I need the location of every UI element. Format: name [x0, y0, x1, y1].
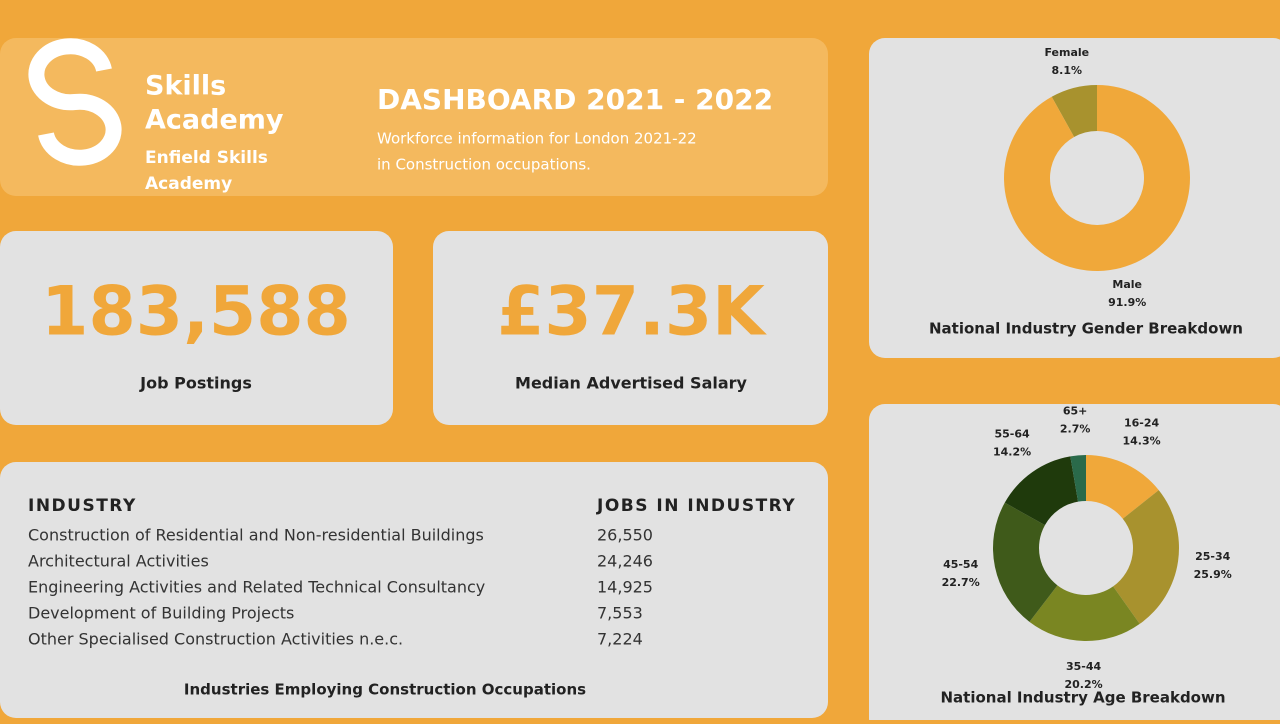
donut-slice [1070, 455, 1086, 502]
subtitle: in Construction occupations. [377, 156, 591, 174]
donut-slice [1004, 85, 1191, 271]
donut-slice [1086, 455, 1159, 519]
donut-slice [1004, 456, 1079, 526]
kpi-label: Job Postings [139, 374, 252, 393]
job-count: 14,925 [597, 578, 653, 597]
slice-label: 91.9% [1108, 296, 1146, 309]
job-count: 24,246 [597, 552, 653, 571]
table-caption: Industries Employing Construction Occupa… [184, 681, 586, 699]
industry-name: Other Specialised Construction Activitie… [28, 630, 403, 649]
job-count: 7,553 [597, 604, 643, 623]
slice-label: 8.1% [1052, 64, 1083, 77]
dashboard-title: DASHBOARD 2021 - 2022 [377, 83, 773, 116]
industry-name: Development of Building Projects [28, 604, 294, 623]
chart-card [869, 404, 1280, 724]
slice-category: Male [1112, 278, 1142, 291]
slice-category: 45-54 [943, 558, 979, 571]
chart-title: National Industry Age Breakdown [940, 689, 1225, 707]
column-header: JOBS IN INDUSTRY [596, 496, 796, 516]
header-card [0, 38, 828, 196]
slice-category: 25-34 [1195, 550, 1231, 563]
kpi-value: 183,588 [41, 273, 351, 352]
donut-slice [1113, 490, 1179, 624]
kpi-card [433, 231, 828, 425]
kpi-card [0, 231, 393, 425]
table-body: Construction of Residential and Non-resi… [28, 526, 653, 649]
brand: Skills [145, 71, 226, 102]
donut-slice [1051, 85, 1097, 137]
industry-name: Construction of Residential and Non-resi… [28, 526, 484, 545]
subtitle: Workforce information for London 2021-22 [377, 130, 697, 148]
slice-category: 35-44 [1066, 660, 1102, 673]
kpi-label: Median Advertised Salary [515, 374, 748, 393]
donut-slice [992, 502, 1058, 622]
slice-category: 55-64 [994, 428, 1030, 441]
kpi-value: £37.3K [497, 273, 767, 352]
chart-card [869, 38, 1280, 358]
table-card [0, 462, 828, 718]
brand: Academy [145, 105, 284, 136]
column-header: INDUSTRY [28, 496, 137, 516]
slice-category: Female [1044, 46, 1089, 59]
org: Academy [145, 174, 232, 194]
job-count: 26,550 [597, 526, 653, 545]
org: Enfield Skills [145, 148, 268, 168]
industry-name: Engineering Activities and Related Techn… [28, 578, 485, 597]
slice-label: 25.9% [1194, 568, 1232, 581]
slice-label: 14.3% [1123, 435, 1161, 448]
slice-label: 2.7% [1060, 422, 1091, 435]
slice-label: 22.7% [942, 576, 980, 589]
logo [28, 38, 122, 166]
donut-slice [1029, 585, 1140, 641]
industry-name: Architectural Activities [28, 552, 209, 571]
slice-category: 16-24 [1124, 417, 1160, 430]
slice-label: 14.2% [993, 446, 1031, 459]
job-count: 7,224 [597, 630, 643, 649]
slice-label: 20.2% [1065, 678, 1103, 691]
slice-category: 65+ [1063, 404, 1088, 417]
chart-title: National Industry Gender Breakdown [929, 320, 1243, 338]
